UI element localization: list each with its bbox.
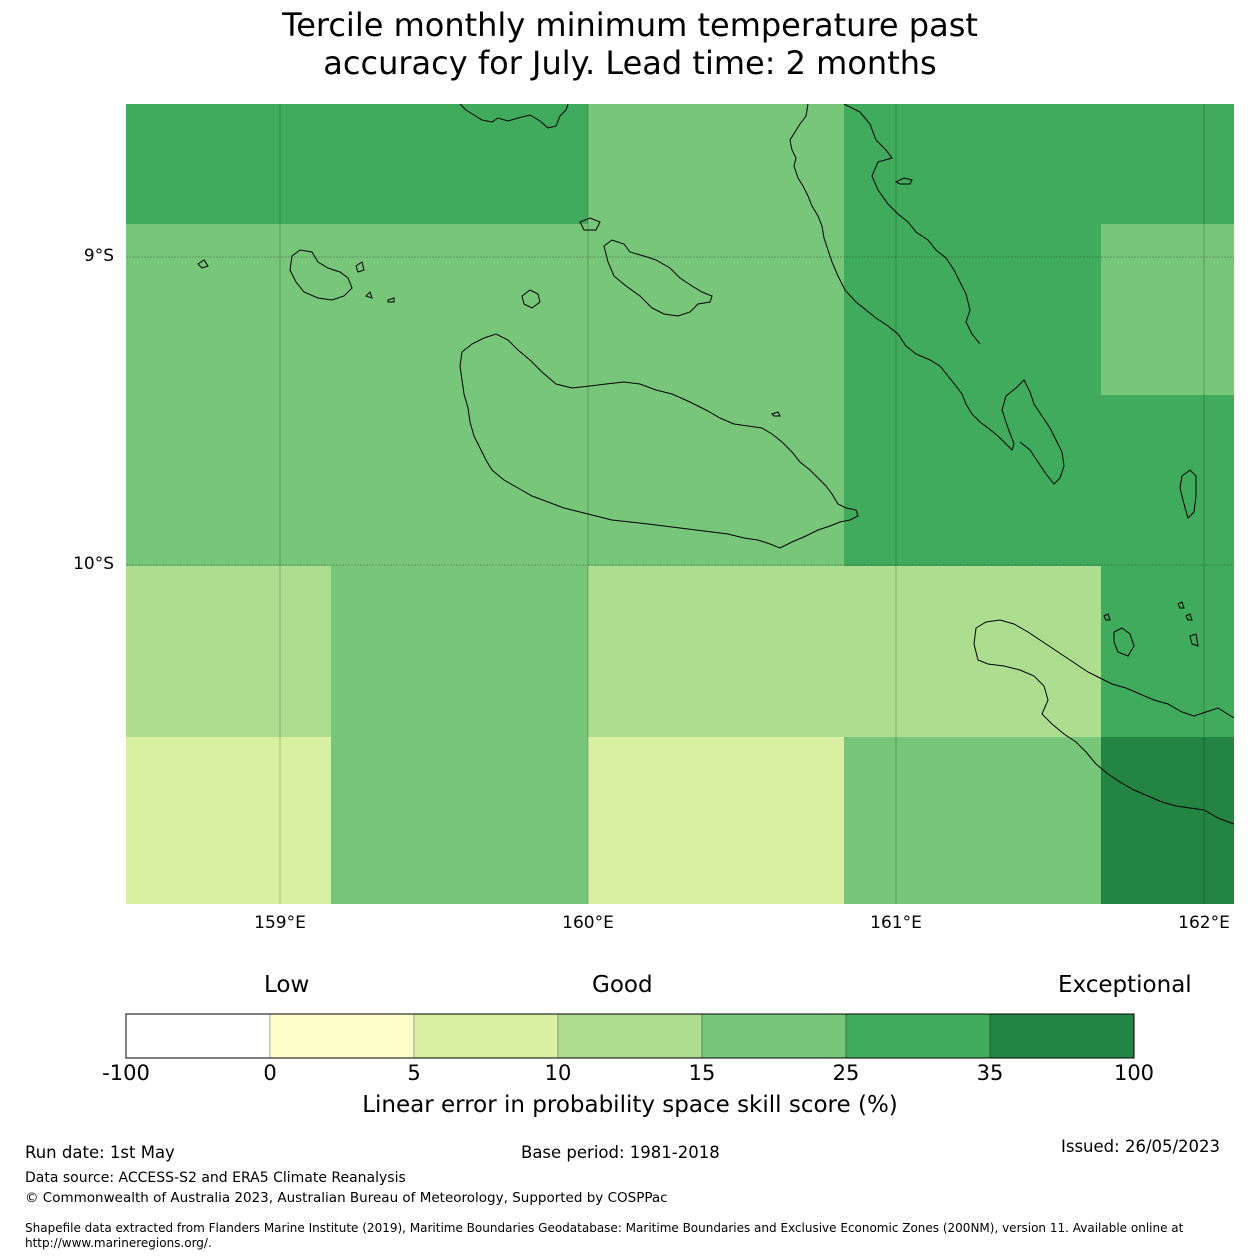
lon-label-160e: 160°E (562, 913, 614, 933)
grid-cell (588, 737, 844, 904)
coastline-islet (771, 411, 781, 417)
grid-cell (331, 566, 588, 737)
lon-label-161e: 161°E (870, 913, 922, 933)
copyright-notice: © Commonwealth of Australia 2023, Austra… (25, 1190, 668, 1206)
graticule (126, 104, 1234, 904)
grid-cell (588, 566, 1101, 737)
colorbar-tick: 35 (976, 1061, 1004, 1085)
grid-cell (126, 104, 588, 224)
run-date: Run date: 1st May (25, 1143, 175, 1162)
colorbar-segment (557, 1013, 703, 1059)
grid-cell (126, 395, 844, 566)
coastline-islet (197, 259, 209, 269)
coastline-islet (355, 261, 365, 273)
coastline-islet (579, 217, 601, 231)
colorbar-tick: 15 (688, 1061, 716, 1085)
coastline-florida-islands (603, 239, 713, 317)
shapefile-credit-line-2: http://www.marineregions.org/. (25, 1236, 212, 1250)
colorbar-tick: 100 (1113, 1061, 1155, 1085)
colorbar-tick: 10 (544, 1061, 572, 1085)
grid-cell (331, 737, 588, 904)
coastline-santa-isabel (459, 104, 569, 129)
lat-label-10s: 10°S (73, 554, 114, 574)
coastline-makira (975, 619, 1234, 719)
coastline-small-islet (894, 177, 913, 185)
coastlines (197, 104, 1234, 825)
map-title: Tercile monthly minimum temperature past… (0, 6, 1260, 82)
map-title-line-1: Tercile monthly minimum temperature past (282, 6, 978, 44)
coastline-islet (365, 291, 373, 299)
coastline-ulawa (1113, 627, 1135, 657)
legend-category-good: Good (592, 972, 653, 998)
coastline-russell-islands (289, 249, 353, 301)
colorbar-tick: 25 (832, 1061, 860, 1085)
coastline-islet (387, 297, 395, 303)
grid-cell (126, 566, 331, 737)
coastline-malaita (789, 104, 1065, 485)
grid-cell (844, 395, 1234, 566)
grid-cell (844, 104, 1234, 224)
data-source: Data source: ACCESS-S2 and ERA5 Climate … (25, 1170, 406, 1186)
shapefile-credit-line-1: Shapefile data extracted from Flanders M… (25, 1221, 1184, 1235)
coastline-islet (1185, 613, 1193, 621)
lon-label-159e: 159°E (254, 913, 306, 933)
coastline-guadalcanal (459, 333, 859, 549)
grid-cell (1101, 737, 1234, 904)
colorbar-segment (413, 1013, 559, 1059)
grid-cell (588, 104, 844, 224)
colorbar-tick: 5 (407, 1061, 421, 1085)
grid-cell (126, 737, 331, 904)
coastline-islet (1189, 633, 1199, 647)
coastline-malaita-east (843, 104, 981, 345)
coastline-islet (1103, 613, 1111, 621)
shapefile-credit: Shapefile data extracted from Flanders M… (25, 1221, 1225, 1251)
grid-cell (844, 224, 1101, 395)
legend-category-exceptional: Exceptional (1058, 972, 1192, 998)
base-period: Base period: 1981-2018 (521, 1143, 720, 1162)
lon-label-162e: 162°E (1178, 913, 1230, 933)
colorbar-segment (845, 1013, 991, 1059)
coastline-makira-south (973, 627, 1234, 825)
map-title-line-2: accuracy for July. Lead time: 2 months (323, 44, 937, 82)
grid-cell (1101, 224, 1234, 395)
grid-cell (844, 737, 1101, 904)
colorbar-segment (269, 1013, 415, 1059)
grid-cell (126, 224, 844, 395)
colorbar-segment (989, 1013, 1135, 1059)
colorbar-title: Linear error in probability space skill … (362, 1092, 898, 1118)
legend-category-low: Low (264, 972, 310, 998)
colorbar-segment (701, 1013, 847, 1059)
issued-date: Issued: 26/05/2023 (1061, 1137, 1221, 1156)
lat-label-9s: 9°S (83, 246, 114, 266)
colorbar (125, 1013, 1135, 1059)
colorbar-segment (125, 1013, 271, 1059)
colorbar-frame (125, 1013, 1135, 1059)
coastline-islet (1177, 601, 1185, 609)
grid-cell (1101, 566, 1234, 737)
colorbar-tick: -100 (102, 1061, 150, 1085)
coastline-islet (521, 289, 541, 309)
coastline-islet (1179, 469, 1197, 519)
colorbar-tick: 0 (263, 1061, 277, 1085)
skill-grid (126, 104, 1234, 904)
